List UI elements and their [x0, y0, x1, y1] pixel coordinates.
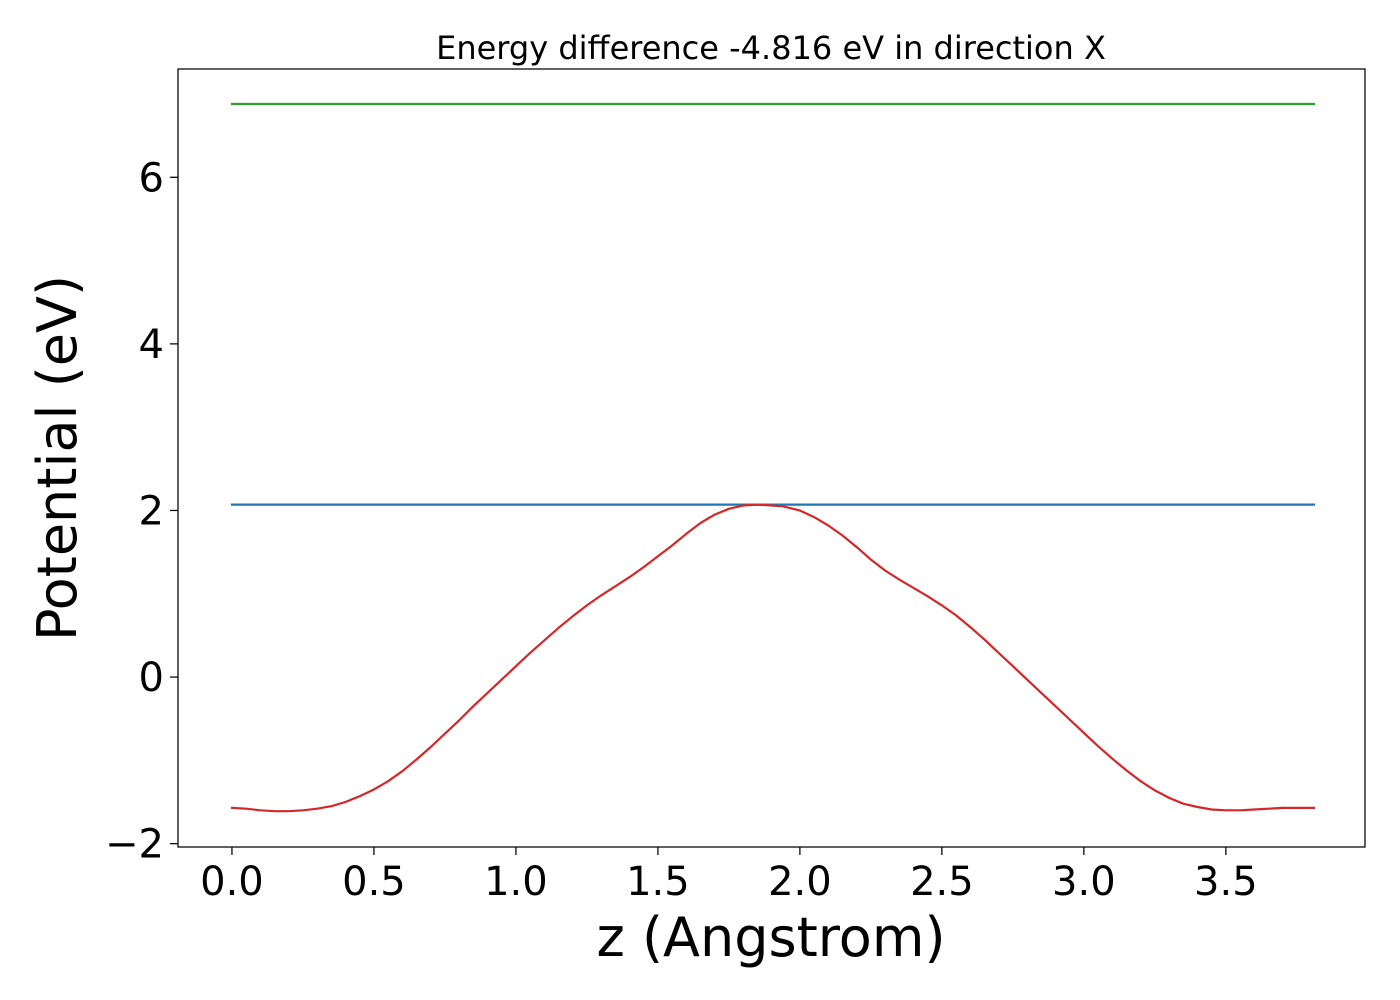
x-tick-label: 0.0 — [200, 859, 264, 905]
y-axis-ticks: −2 0 2 4 6 — [105, 155, 178, 868]
x-tick-label: 1.5 — [626, 859, 690, 905]
series-line-2 — [230, 503, 1316, 813]
y-tick-label: 2 — [139, 488, 164, 534]
x-tick-label: 3.5 — [1194, 859, 1258, 905]
y-tick-label: 4 — [139, 322, 164, 368]
x-tick-label: 1.0 — [484, 859, 548, 905]
y-tick-label: 0 — [139, 655, 164, 701]
y-tick-label: 6 — [139, 155, 164, 201]
series-layer — [230, 102, 1316, 813]
x-tick-label: 3.0 — [1052, 859, 1116, 905]
chart-title: Energy difference -4.816 eV in direction… — [436, 29, 1106, 67]
x-tick-label: 2.5 — [910, 859, 974, 905]
plot-frame — [177, 68, 1366, 848]
x-axis-ticks: 0.0 0.5 1.0 1.5 2.0 2.5 3.0 3.5 — [200, 847, 1258, 905]
x-tick-label: 2.0 — [768, 859, 832, 905]
y-axis-label: Potential (eV) — [26, 275, 89, 641]
x-axis-label: z (Angstrom) — [596, 906, 945, 969]
y-tick-label: −2 — [105, 822, 164, 868]
x-tick-label: 0.5 — [342, 859, 406, 905]
